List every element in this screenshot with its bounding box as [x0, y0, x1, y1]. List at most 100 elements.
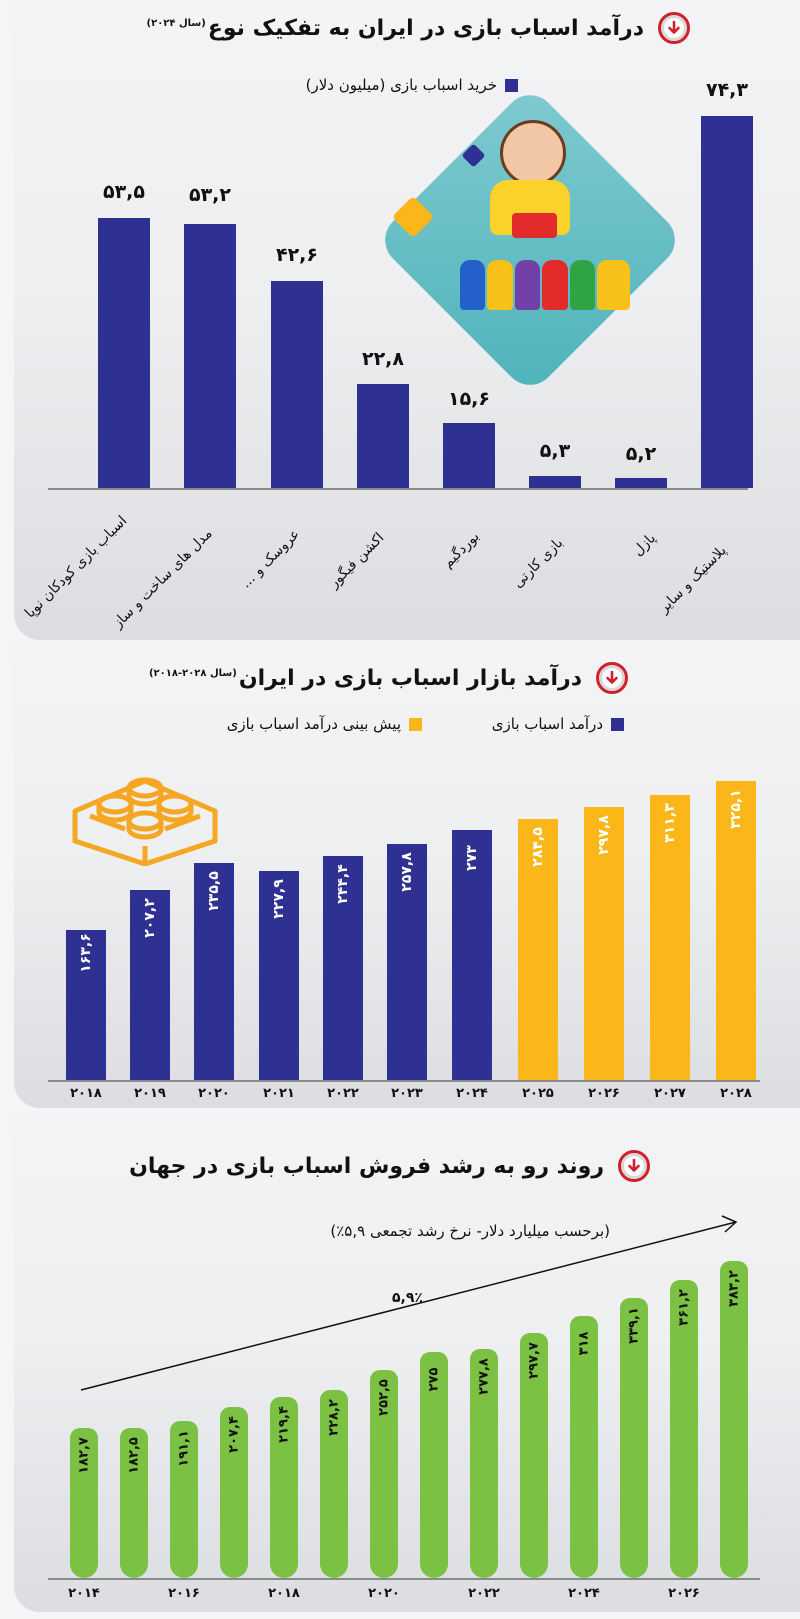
value-label: ۱۹۱,۱: [176, 1430, 192, 1467]
lego-brick-icon: [70, 766, 220, 870]
bar-2017: [220, 1407, 248, 1578]
arrow-down-circle-icon: [658, 12, 690, 44]
chart1-title-row: درآمد اسباب بازی در ایران به تفکیک نوع(س…: [147, 8, 690, 48]
bar-puzzles: [615, 478, 667, 488]
value-label: ۲۰۷,۴: [226, 1416, 242, 1453]
bar-toddler-toys: [98, 218, 150, 488]
chart3-title-row: روند رو به رشد فروش اسباب بازی در جهان: [129, 1146, 650, 1186]
value-label: ۵,۳: [539, 440, 571, 462]
bar-2026: [670, 1280, 698, 1578]
x-tick: ۲۰۲۴: [568, 1586, 600, 1601]
toy-truck: [512, 213, 557, 238]
chart2-title-row: درآمد بازار اسباب بازی در ایران(سال ۲۰۲۸…: [149, 658, 628, 698]
chart2-x-axis: [48, 1080, 760, 1082]
bar-2021: [259, 871, 299, 1080]
chart2-legend-actual: درآمد اسباب بازی: [492, 715, 624, 733]
legend-swatch-navy: [505, 78, 518, 92]
bar-2016: [170, 1421, 198, 1578]
value-label: ۵۳,۵: [102, 181, 145, 203]
chart2-title: درآمد بازار اسباب بازی در ایران(سال ۲۰۲۸…: [148, 665, 582, 691]
value-label: ۴۲,۶: [275, 244, 318, 266]
chart2-legend-forecast: پیش بینی درآمد اسباب بازی: [227, 715, 422, 733]
bar-2014: [70, 1428, 98, 1578]
value-label: ۲۵۲,۵: [376, 1379, 392, 1416]
legend-label: پیش بینی درآمد اسباب بازی: [226, 715, 401, 733]
bar-2020: [370, 1370, 398, 1578]
legend-label: خرید اسباب بازی (میلیون دلار): [305, 76, 497, 94]
value-label: ۲۷۵: [426, 1367, 442, 1392]
chart3-subtitle: (برحسب میلیارد دلار- نرخ رشد تجمعی ۵,۹٪): [330, 1222, 610, 1240]
value-label: ۲۷۷,۸: [476, 1358, 492, 1395]
value-label: ۲۲۸,۲: [326, 1399, 342, 1436]
bar-2015: [120, 1428, 148, 1578]
bar-2022: [323, 856, 363, 1080]
bar-action-figures: [357, 384, 409, 488]
chart1-x-axis: [48, 488, 748, 490]
x-tick: ۲۰۲۷: [654, 1086, 686, 1101]
x-tick: ۲۰۲۴: [456, 1086, 488, 1101]
chart1-legend: خرید اسباب بازی (میلیون دلار): [306, 76, 518, 94]
x-tick: ۲۰۲۶: [668, 1586, 700, 1601]
chart3-x-axis: [48, 1578, 760, 1580]
bar-2028: [716, 781, 756, 1080]
value-label: ۲۱۹,۴: [276, 1406, 292, 1443]
x-tick: ۲۰۲۲: [468, 1586, 500, 1601]
growth-rate-annotation: ۵,۹٪: [392, 1290, 423, 1306]
x-tick: ۲۰۱۸: [70, 1086, 102, 1101]
value-label: ۳۳۹,۱: [626, 1307, 642, 1344]
bar-2022: [470, 1349, 498, 1578]
x-tick: ۲۰۲۶: [588, 1086, 620, 1101]
value-label: ۳۶۱,۲: [676, 1289, 692, 1326]
value-label: ۵,۲: [625, 443, 657, 465]
value-label: ۷۴,۳: [705, 79, 748, 101]
bar-2024: [570, 1316, 598, 1578]
value-label: ۱۵,۶: [447, 388, 490, 410]
bar-construction-models: [184, 224, 236, 488]
x-tick: ۲۰۲۸: [720, 1086, 752, 1101]
bar-board-games: [443, 423, 495, 488]
bar-2020: [194, 863, 234, 1080]
child-figure: [500, 120, 566, 186]
legend-swatch-navy: [611, 717, 624, 731]
bar-2018: [66, 930, 106, 1080]
arrow-down-circle-icon: [618, 1150, 650, 1182]
bar-2027: [720, 1261, 748, 1578]
bar-2021: [420, 1352, 448, 1578]
bar-2025: [620, 1298, 648, 1578]
arrow-down-circle-icon: [596, 662, 628, 694]
bar-2023: [387, 844, 427, 1080]
bar-2023: [520, 1333, 548, 1578]
bar-card-games: [529, 476, 581, 488]
bar-2025: [518, 819, 558, 1080]
x-tick: ۲۰۲۵: [522, 1086, 554, 1101]
bar-2019: [130, 890, 170, 1080]
bar-plastic-other: [701, 116, 753, 488]
value-label: ۱۸۲,۷: [76, 1437, 92, 1474]
x-tick: ۲۰۲۰: [368, 1586, 400, 1601]
value-label: ۵۳,۲: [188, 184, 231, 206]
x-tick: ۲۰۲۰: [198, 1086, 230, 1101]
chart1-title: درآمد اسباب بازی در ایران به تفکیک نوع(س…: [146, 15, 644, 41]
legend-swatch-yellow: [409, 717, 422, 731]
x-tick: ۲۰۲۲: [327, 1086, 359, 1101]
bar-2026: [584, 807, 624, 1080]
bar-dolls: [271, 281, 323, 488]
value-label: ۱۸۲,۵: [126, 1437, 142, 1474]
x-tick: ۲۰۱۹: [134, 1086, 166, 1101]
bar-2018: [270, 1397, 298, 1578]
x-tick: ۲۰۱۸: [268, 1586, 300, 1601]
bar-2027: [650, 795, 690, 1080]
value-label: ۳۱۸: [576, 1331, 592, 1356]
value-label: ۲۲,۸: [361, 348, 404, 370]
value-label: ۲۹۷,۷: [526, 1342, 542, 1379]
x-tick: ۲۰۱۴: [68, 1586, 100, 1601]
bar-2024: [452, 830, 492, 1080]
legend-label: درآمد اسباب بازی: [491, 715, 603, 733]
chart3-title: روند رو به رشد فروش اسباب بازی در جهان: [129, 1153, 604, 1179]
bar-2019: [320, 1390, 348, 1578]
x-tick: ۲۰۱۶: [168, 1586, 200, 1601]
x-tick: ۲۰۲۱: [263, 1086, 295, 1101]
value-label: ۳۸۳,۲: [726, 1270, 742, 1307]
toy-train-illustration: [460, 260, 630, 310]
x-tick: ۲۰۲۳: [391, 1086, 423, 1101]
